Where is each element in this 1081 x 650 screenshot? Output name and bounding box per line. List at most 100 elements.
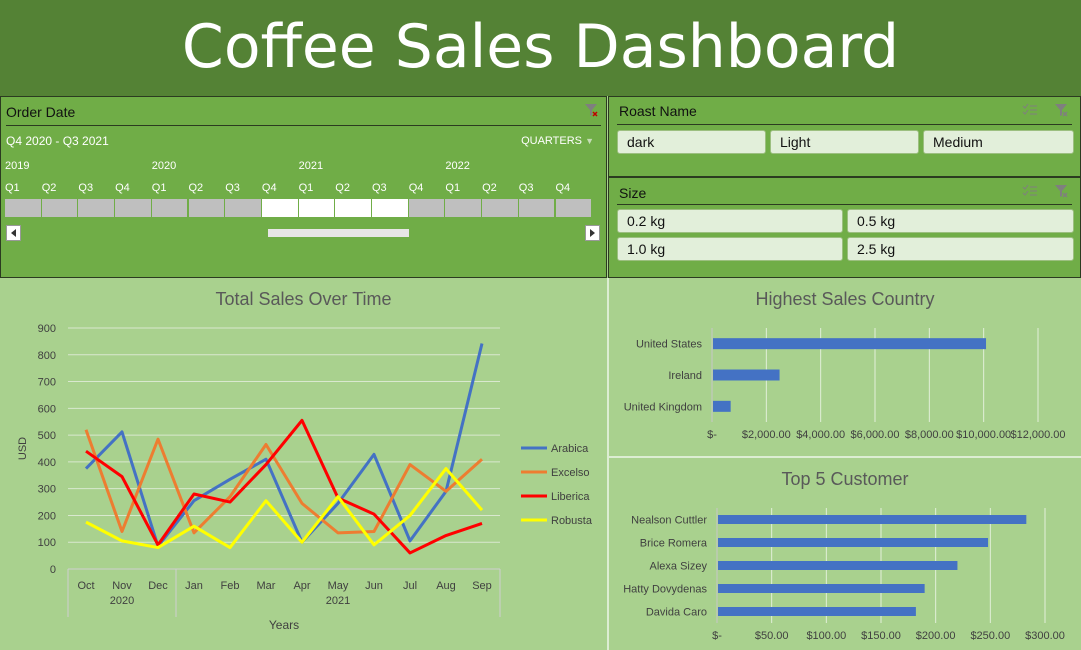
series-line-arabica (84, 343, 484, 548)
timeline-quarter-cell[interactable] (115, 199, 152, 217)
line-chart-title: Total Sales Over Time (215, 289, 392, 309)
timeline-year-2020: 2020 (151, 160, 177, 172)
timeline-quarter-label: Q3 (372, 182, 387, 194)
timeline-quarter-cell[interactable] (408, 199, 446, 217)
timeline-quarter-cell[interactable] (518, 199, 556, 217)
legend-label: Arabica (551, 443, 589, 455)
timeline-quarter-label: Q4 (555, 182, 571, 194)
y-axis-title: USD (17, 437, 29, 460)
dashboard-title: Coffee Sales Dashboard (0, 0, 1081, 96)
timeline-quarter-label: Q2 (482, 182, 497, 194)
roast-item-medium[interactable]: Medium (923, 130, 1074, 154)
x-tick-label: $150.00 (861, 630, 901, 642)
x-tick-label: Nov (112, 580, 132, 592)
order-date-timeline: Order Date Q4 2020 - Q3 2021 QUARTERS ▼ (0, 96, 607, 278)
x-tick-label: May (328, 580, 349, 592)
x-tick-label: $- (707, 429, 717, 441)
y-tick-label: 300 (38, 484, 56, 496)
country-bar-chart: $- $2,000.00 $4,000.00 $6,000.00 $8,000.00 $1… (624, 328, 1066, 441)
category-label: Hatty Dovydenas (623, 584, 707, 596)
total-sales-line-chart: 0 100 200 300 400 500 600 700 800 900 Oct Nov Dec Jan… (17, 323, 593, 632)
size-slicer-title: Size (619, 185, 647, 201)
timeline-quarter-label: Q1 (151, 182, 167, 194)
timeline-quarter-label: Q1 (298, 182, 314, 194)
size-item-0-2kg[interactable]: 0.2 kg (617, 209, 843, 233)
timeline-quarter-cell[interactable] (482, 199, 519, 217)
x-group-label: 2021 (326, 595, 350, 607)
bar (713, 400, 731, 412)
timeline-quarter-cell[interactable] (261, 199, 299, 217)
y-tick-label: 100 (38, 537, 56, 549)
y-tick-label: 800 (38, 350, 56, 362)
bar (718, 584, 925, 593)
x-tick-label: Oct (77, 580, 94, 592)
timeline-quarter-label: Q2 (41, 182, 57, 194)
x-tick-label: $4,000.00 (796, 429, 845, 441)
x-tick-label: Jul (403, 580, 417, 592)
size-item-1-0kg[interactable]: 1.0 kg (617, 237, 843, 261)
timeline-scroll-left[interactable] (6, 225, 21, 241)
x-tick-label: Sep (472, 580, 492, 592)
timeline-quarter-cell[interactable] (445, 199, 483, 217)
roast-slicer-title: Roast Name (619, 103, 697, 119)
multi-select-icon[interactable] (1022, 103, 1038, 117)
category-label: United States (636, 339, 703, 351)
legend-label: Excelso (551, 467, 590, 479)
clear-filter-icon[interactable] (1054, 184, 1068, 198)
timeline-quarter-cell[interactable] (225, 199, 262, 217)
bar (713, 338, 987, 350)
roast-item-light[interactable]: Light (770, 130, 919, 154)
category-label: Ireland (668, 370, 702, 382)
bar (713, 369, 780, 381)
timeline-level-label: QUARTERS (521, 135, 583, 147)
x-tick-label: $2,000.00 (742, 429, 791, 441)
y-tick-label: 600 (38, 403, 56, 415)
y-tick-label: 0 (50, 564, 56, 576)
size-item-2-5kg[interactable]: 2.5 kg (847, 237, 1074, 261)
category-label: Alexa Sizey (650, 561, 708, 573)
timeline-quarter-cell[interactable] (78, 199, 116, 217)
timeline-quarter-cell[interactable] (555, 199, 593, 217)
timeline-scrollbar-thumb[interactable] (268, 229, 409, 237)
multi-select-icon[interactable] (1022, 184, 1038, 198)
x-tick-label: Aug (436, 580, 456, 592)
timeline-quarter-label: Q2 (188, 182, 204, 194)
size-item-0-5kg[interactable]: 0.5 kg (847, 209, 1074, 233)
timeline-quarter-label: Q1 (445, 182, 461, 194)
timeline-quarter-cell[interactable] (298, 199, 336, 217)
timeline-scroll-right[interactable] (585, 225, 600, 241)
y-tick-label: 900 (38, 323, 56, 335)
customer-chart-title: Top 5 Customer (781, 469, 909, 489)
timeline-level-dropdown[interactable]: QUARTERS ▼ (521, 135, 594, 147)
x-tick-label: Mar (257, 580, 276, 592)
clear-filter-icon[interactable] (1054, 103, 1068, 117)
timeline-quarter-label: Q3 (518, 182, 534, 194)
category-label: Brice Romera (640, 538, 708, 550)
timeline-quarter-label: Q4 (408, 182, 424, 194)
timeline-quarter-cell[interactable] (188, 199, 226, 217)
y-tick-label: 400 (38, 457, 56, 469)
timeline-quarter-label: Q4 (261, 182, 277, 194)
x-tick-label: $- (712, 630, 722, 642)
timeline-quarter-label: Q4 (115, 182, 130, 194)
timeline-quarter-cell[interactable] (151, 199, 189, 217)
legend-label: Robusta (551, 515, 593, 527)
chevron-down-icon: ▼ (585, 136, 594, 146)
clear-filter-icon[interactable] (584, 103, 598, 117)
timeline-quarter-cell[interactable] (5, 199, 42, 217)
timeline-quarter-cell[interactable] (372, 199, 409, 217)
x-tick-label: $200.00 (916, 630, 956, 642)
x-tick-label: $300.00 (1025, 630, 1065, 642)
timeline-quarter-label: Q3 (225, 182, 240, 194)
x-tick-label: Jun (365, 580, 383, 592)
timeline-quarter-label: Q3 (78, 182, 94, 194)
roast-item-dark[interactable]: dark (617, 130, 766, 154)
timeline-quarter-cell[interactable] (41, 199, 79, 217)
category-label: Nealson Cuttler (631, 515, 707, 527)
category-label: Davida Caro (646, 607, 707, 619)
bar (718, 515, 1027, 524)
bar (718, 607, 916, 616)
x-tick-label: $8,000.00 (905, 429, 954, 441)
timeline-range: Q4 2020 - Q3 2021 (6, 134, 109, 148)
timeline-quarter-cell[interactable] (335, 199, 372, 217)
